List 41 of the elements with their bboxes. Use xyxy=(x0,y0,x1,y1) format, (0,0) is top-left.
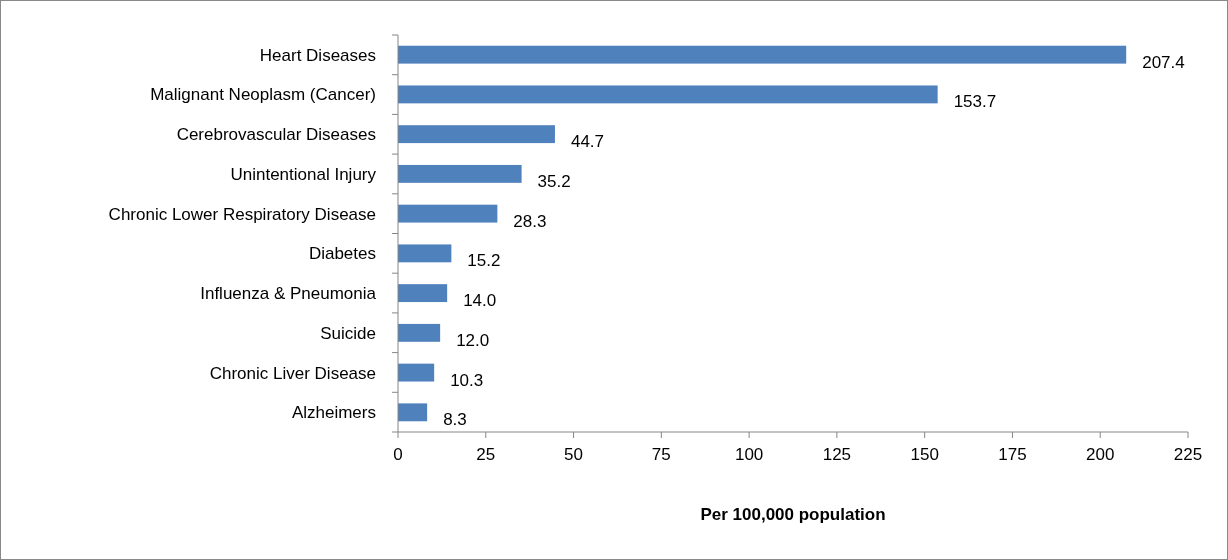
x-axis-title: Per 100,000 population xyxy=(700,505,886,524)
bar xyxy=(398,323,441,342)
x-tick-label: 100 xyxy=(734,445,764,464)
x-tick-label: 25 xyxy=(476,445,496,464)
x-tick-label: 225 xyxy=(1173,445,1203,464)
data-label: 207.4 xyxy=(1142,52,1185,72)
y-tick-label: Chronic Liver Disease xyxy=(209,363,376,383)
bar xyxy=(398,363,435,382)
data-label: 153.7 xyxy=(953,92,997,112)
y-tick-label: Suicide xyxy=(320,323,376,343)
x-tick-label: 175 xyxy=(998,445,1027,464)
bar xyxy=(398,403,428,422)
bar xyxy=(398,125,555,144)
y-tick-label: Alzheimers xyxy=(291,403,376,423)
y-tick-label: Malignant Neoplasm (Cancer) xyxy=(150,85,376,105)
x-tick-label: 50 xyxy=(564,445,584,464)
bar xyxy=(398,284,448,303)
data-label: 10.3 xyxy=(450,370,484,390)
bar xyxy=(398,244,452,263)
data-label: 12.0 xyxy=(456,330,490,350)
data-label: 8.3 xyxy=(443,410,467,430)
y-tick-label: Unintentional Injury xyxy=(230,164,377,184)
y-tick-label: Chronic Lower Respiratory Disease xyxy=(108,204,376,224)
bar xyxy=(398,85,938,104)
data-label: 44.7 xyxy=(570,132,605,152)
x-tick-label: 0 xyxy=(393,445,403,464)
y-tick-label: Influenza & Pneumonia xyxy=(200,284,377,304)
bar xyxy=(398,204,498,223)
bar xyxy=(398,164,522,183)
y-tick-label: Heart Diseases xyxy=(259,45,376,65)
data-label: 28.3 xyxy=(513,211,547,231)
data-label: 35.2 xyxy=(537,171,571,191)
y-tick-label: Cerebrovascular Diseases xyxy=(176,125,376,145)
x-tick-label: 200 xyxy=(1086,445,1115,464)
x-tick-label: 125 xyxy=(822,445,852,464)
x-tick-label: 75 xyxy=(651,445,671,464)
data-label: 14.0 xyxy=(463,291,497,311)
bar xyxy=(398,45,1127,64)
y-tick-label: Diabetes xyxy=(308,244,376,264)
x-tick-label: 150 xyxy=(910,445,939,464)
data-label: 15.2 xyxy=(467,251,501,271)
